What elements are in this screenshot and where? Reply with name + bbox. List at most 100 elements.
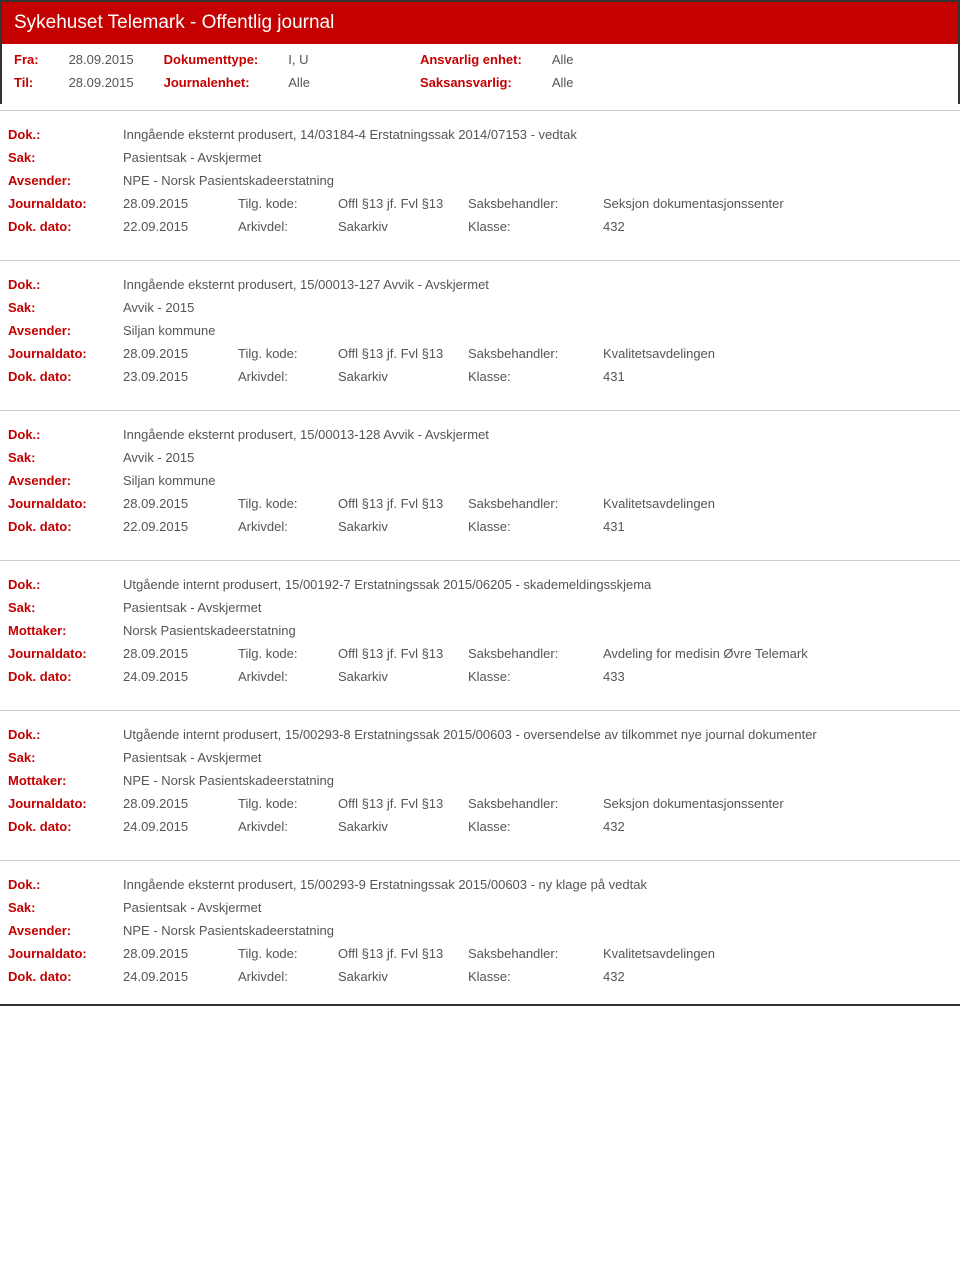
tilgkode-value: Offl §13 jf. Fvl §13 (338, 496, 468, 511)
party-label: Avsender: (8, 923, 123, 938)
party-value: Siljan kommune (123, 323, 952, 338)
til-label: Til: (14, 75, 33, 90)
klasse-value: 432 (603, 969, 952, 984)
party-value: NPE - Norsk Pasientskadeerstatning (123, 773, 952, 788)
journalenhet-value: Alle (288, 75, 310, 90)
journaldato-value: 28.09.2015 (123, 946, 238, 961)
klasse-value: 433 (603, 669, 952, 684)
sak-value: Avvik - 2015 (123, 450, 952, 465)
klasse-label: Klasse: (468, 819, 603, 834)
fra-label: Fra: (14, 52, 39, 67)
journal-entry: Dok.:Inngående eksternt produsert, 15/00… (0, 860, 960, 1004)
dokdato-label: Dok. dato: (8, 819, 123, 834)
meta-bar: Fra: Til: 28.09.2015 28.09.2015 Dokument… (0, 44, 960, 104)
sak-value: Pasientsak - Avskjermet (123, 750, 952, 765)
arkivdel-label: Arkivdel: (238, 819, 338, 834)
journaldato-label: Journaldato: (8, 496, 123, 511)
journal-entry: Dok.:Utgående internt produsert, 15/0029… (0, 710, 960, 854)
saksbehandler-value: Seksjon dokumentasjonssenter (603, 796, 952, 811)
tilgkode-label: Tilg. kode: (238, 496, 338, 511)
saksbehandler-value: Kvalitetsavdelingen (603, 496, 952, 511)
saksansvarlig-value: Alle (552, 75, 574, 90)
dok-label: Dok.: (8, 427, 123, 442)
sak-label: Sak: (8, 600, 123, 615)
dok-value: Inngående eksternt produsert, 15/00293-9… (123, 877, 952, 892)
party-value: Norsk Pasientskadeerstatning (123, 623, 952, 638)
party-label: Avsender: (8, 473, 123, 488)
saksbehandler-value: Kvalitetsavdelingen (603, 946, 952, 961)
arkivdel-value: Sakarkiv (338, 219, 468, 234)
klasse-label: Klasse: (468, 969, 603, 984)
dok-value: Inngående eksternt produsert, 15/00013-1… (123, 427, 952, 442)
saksbehandler-label: Saksbehandler: (468, 196, 603, 211)
saksbehandler-value: Avdeling for medisin Øvre Telemark (603, 646, 952, 661)
journal-entry: Dok.:Inngående eksternt produsert, 15/00… (0, 410, 960, 554)
sak-label: Sak: (8, 300, 123, 315)
tilgkode-label: Tilg. kode: (238, 346, 338, 361)
tilgkode-value: Offl §13 jf. Fvl §13 (338, 946, 468, 961)
journaldato-value: 28.09.2015 (123, 796, 238, 811)
doktype-value: I, U (288, 52, 308, 67)
party-label: Mottaker: (8, 773, 123, 788)
dokdato-value: 22.09.2015 (123, 519, 238, 534)
dokdato-value: 23.09.2015 (123, 369, 238, 384)
saksbehandler-label: Saksbehandler: (468, 496, 603, 511)
klasse-value: 431 (603, 519, 952, 534)
dok-value: Inngående eksternt produsert, 14/03184-4… (123, 127, 952, 142)
journaldato-label: Journaldato: (8, 646, 123, 661)
tilgkode-value: Offl §13 jf. Fvl §13 (338, 646, 468, 661)
dokdato-label: Dok. dato: (8, 969, 123, 984)
sak-label: Sak: (8, 900, 123, 915)
ansvarlig-value: Alle (552, 52, 574, 67)
sak-value: Pasientsak - Avskjermet (123, 900, 952, 915)
party-label: Avsender: (8, 323, 123, 338)
sak-value: Avvik - 2015 (123, 300, 952, 315)
journaldato-value: 28.09.2015 (123, 496, 238, 511)
klasse-label: Klasse: (468, 219, 603, 234)
sak-label: Sak: (8, 750, 123, 765)
arkivdel-value: Sakarkiv (338, 669, 468, 684)
fra-value: 28.09.2015 (69, 52, 134, 67)
klasse-value: 432 (603, 219, 952, 234)
saksbehandler-value: Seksjon dokumentasjonssenter (603, 196, 952, 211)
tilgkode-value: Offl §13 jf. Fvl §13 (338, 196, 468, 211)
dok-label: Dok.: (8, 127, 123, 142)
party-value: NPE - Norsk Pasientskadeerstatning (123, 923, 952, 938)
sak-label: Sak: (8, 450, 123, 465)
sak-label: Sak: (8, 150, 123, 165)
arkivdel-value: Sakarkiv (338, 819, 468, 834)
dok-value: Utgående internt produsert, 15/00192-7 E… (123, 577, 952, 592)
tilgkode-value: Offl §13 jf. Fvl §13 (338, 346, 468, 361)
journaldato-label: Journaldato: (8, 796, 123, 811)
dok-label: Dok.: (8, 727, 123, 742)
dokdato-label: Dok. dato: (8, 519, 123, 534)
dokdato-value: 24.09.2015 (123, 819, 238, 834)
til-value: 28.09.2015 (69, 75, 134, 90)
klasse-value: 431 (603, 369, 952, 384)
journaldato-value: 28.09.2015 (123, 646, 238, 661)
tilgkode-label: Tilg. kode: (238, 646, 338, 661)
saksbehandler-label: Saksbehandler: (468, 346, 603, 361)
arkivdel-label: Arkivdel: (238, 369, 338, 384)
dokdato-label: Dok. dato: (8, 369, 123, 384)
party-value: NPE - Norsk Pasientskadeerstatning (123, 173, 952, 188)
saksbehandler-label: Saksbehandler: (468, 646, 603, 661)
journal-entry: Dok.:Inngående eksternt produsert, 15/00… (0, 260, 960, 404)
tilgkode-label: Tilg. kode: (238, 796, 338, 811)
dokdato-value: 24.09.2015 (123, 669, 238, 684)
page-title: Sykehuset Telemark - Offentlig journal (0, 0, 960, 44)
sak-value: Pasientsak - Avskjermet (123, 600, 952, 615)
dokdato-value: 22.09.2015 (123, 219, 238, 234)
tilgkode-label: Tilg. kode: (238, 196, 338, 211)
party-label: Mottaker: (8, 623, 123, 638)
arkivdel-value: Sakarkiv (338, 969, 468, 984)
arkivdel-label: Arkivdel: (238, 969, 338, 984)
doktype-label: Dokumenttype: (164, 52, 259, 67)
dok-label: Dok.: (8, 877, 123, 892)
dok-value: Utgående internt produsert, 15/00293-8 E… (123, 727, 952, 742)
arkivdel-label: Arkivdel: (238, 219, 338, 234)
journaldato-label: Journaldato: (8, 346, 123, 361)
klasse-label: Klasse: (468, 519, 603, 534)
saksbehandler-value: Kvalitetsavdelingen (603, 346, 952, 361)
entries-list: Dok.:Inngående eksternt produsert, 14/03… (0, 110, 960, 1006)
